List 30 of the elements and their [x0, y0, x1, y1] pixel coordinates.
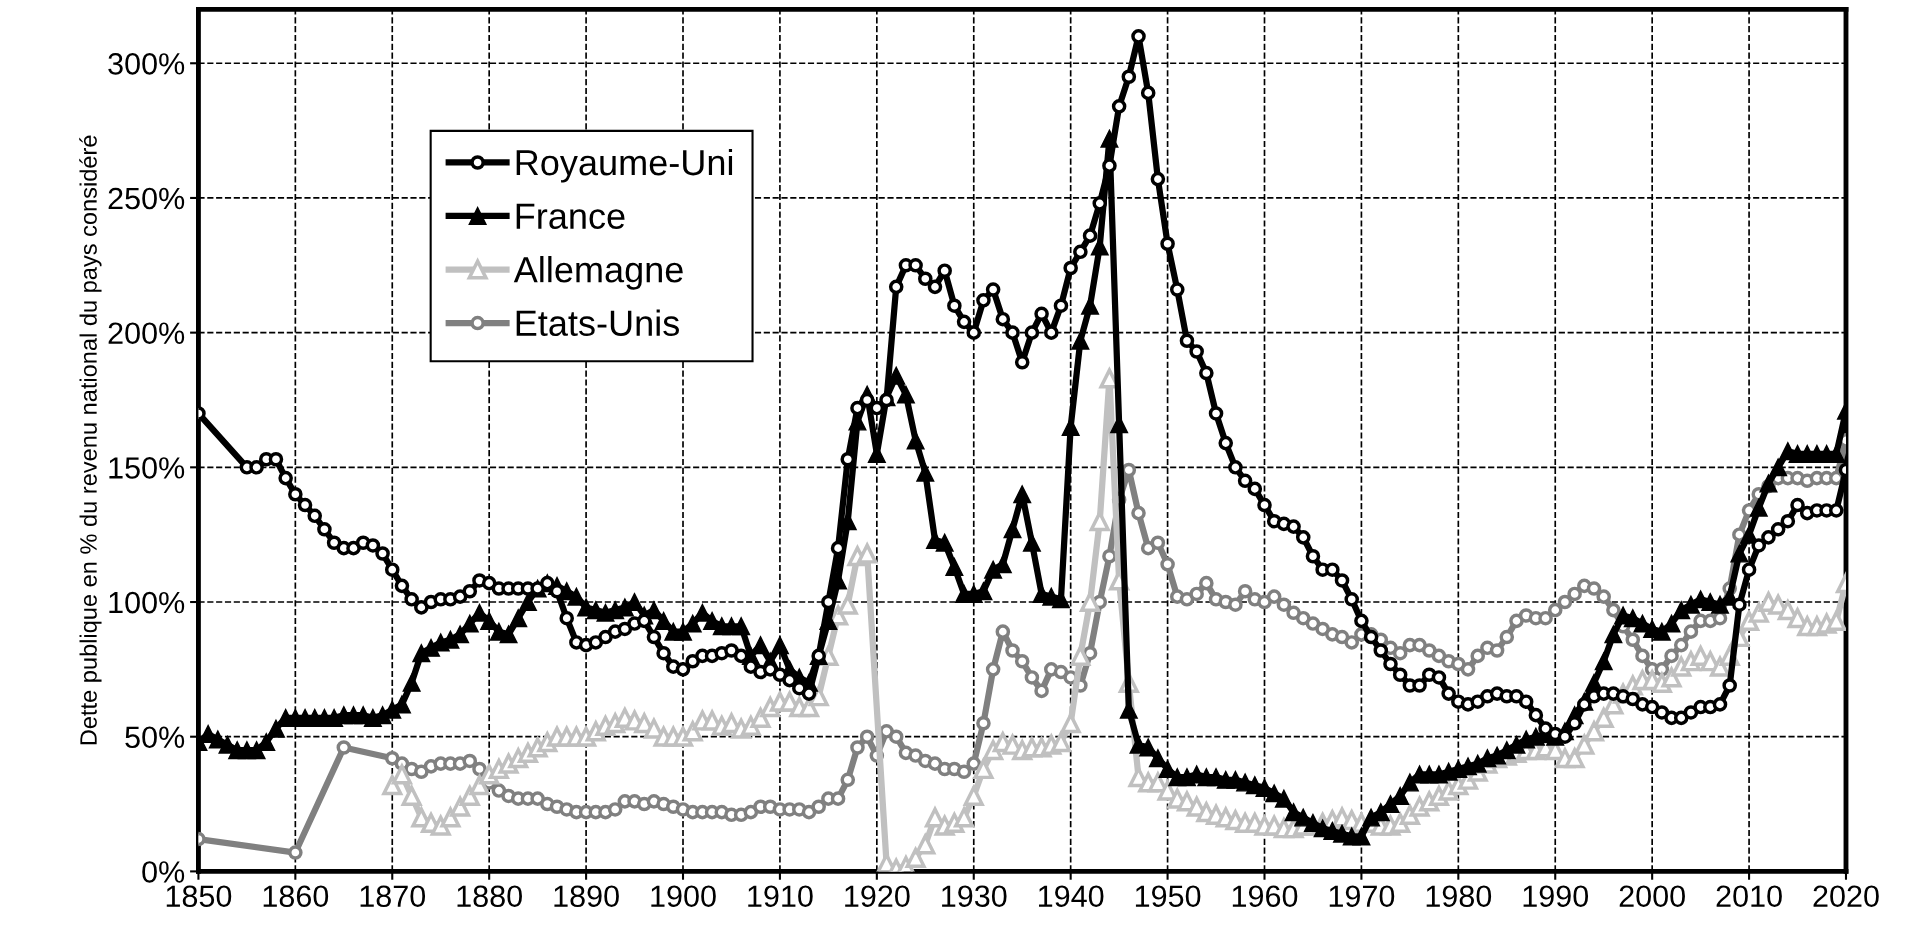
- legend-label: Etats-Unis: [516, 309, 679, 337]
- legend-label: Allemagne: [513, 255, 683, 290]
- y-tick-label: 200%: [108, 322, 185, 345]
- y-axis-title: Dette publique en % du revenu national du pays considéré: [79, 135, 102, 745]
- x-tick-label: 1940: [1039, 885, 1104, 908]
- x-tick-label: 2010: [1716, 885, 1782, 908]
- legend-label: Royaume-Uni: [516, 148, 733, 183]
- y-tick-label: 150%: [109, 457, 185, 479]
- x-tick-label: 2000: [1619, 885, 1685, 908]
- legend-label: France: [516, 203, 625, 229]
- x-tick-label: 1920: [845, 885, 910, 908]
- y-tick-label: 250%: [108, 187, 185, 210]
- x-tick-label: 1980: [1426, 885, 1492, 908]
- x-tick-label: 1860: [263, 885, 329, 908]
- x-tick-label: 1890: [554, 885, 619, 908]
- y-tick-label: 100%: [109, 591, 185, 614]
- x-tick-label: 1950: [1135, 885, 1201, 908]
- x-tick-label: 1850: [166, 885, 232, 908]
- x-tick-label: 1870: [360, 885, 426, 908]
- x-tick-label: 2020: [1813, 885, 1879, 908]
- y-tick-label: 0%: [142, 861, 185, 883]
- x-tick-label: 1900: [651, 885, 716, 908]
- x-tick-label: 1880: [457, 885, 522, 908]
- x-tick-label: 1960: [1232, 885, 1298, 908]
- y-tick-label: 300%: [108, 53, 185, 75]
- x-tick-label: 1930: [942, 885, 1007, 908]
- x-tick-label: 1990: [1523, 885, 1589, 908]
- y-tick-label: 50%: [125, 726, 185, 749]
- x-tick-label: 1970: [1329, 885, 1395, 908]
- x-tick-label: 1910: [748, 885, 813, 908]
